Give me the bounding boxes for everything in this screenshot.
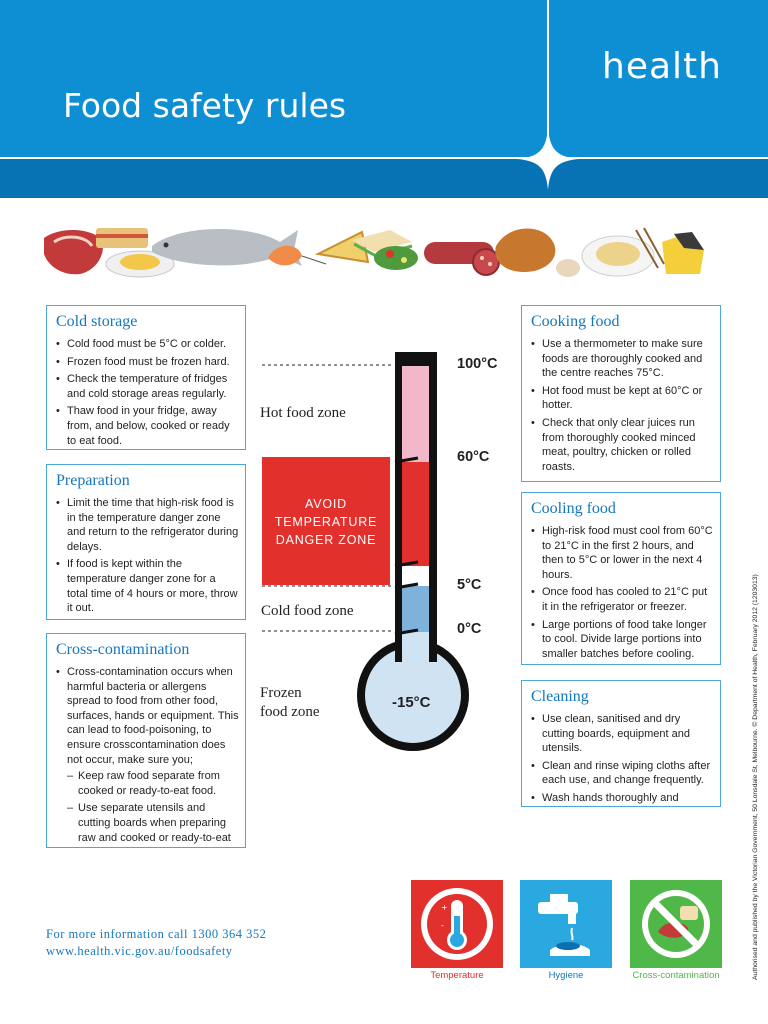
list-item: Frozen food must be frozen hard. [56,355,239,370]
list-item: Use a thermometer to make sure foods are… [531,337,714,381]
cooling-food-list: High-risk food must cool from 60°C to 21… [522,524,720,661]
cross-contamination-tile [630,880,722,968]
temperature-caption: Temperature [430,970,484,981]
hot-food-zone-label: Hot food zone [260,405,346,421]
cleaning-box: Cleaning Use clean, sanitised and dry cu… [521,680,721,807]
cross-contamination-box: Cross-contamination Cross-contamination … [46,633,246,848]
cross-contamination-title: Cross-contamination [56,641,190,658]
list-item: Once food has cooled to 21°C put it in t… [531,585,714,614]
temperature-tile: + - [411,880,503,968]
cold-storage-box: Cold storage Cold food must be 5°C or co… [46,305,246,450]
list-item: High-risk food must cool from 60°C to 21… [531,524,714,582]
cold-storage-title: Cold storage [56,313,138,330]
cross-contamination-list: Cross-contamination occurs when harmful … [47,665,245,845]
cooking-food-list: Use a thermometer to make sure foods are… [522,337,720,474]
cleaning-list: Use clean, sanitised and dry cutting boa… [522,712,720,806]
cleaning-title: Cleaning [531,688,589,705]
header-band [0,158,768,198]
cooking-food-title: Cooking food [531,313,620,330]
danger-zone-label: AVOID TEMPERATURE DANGER ZONE [262,495,390,549]
list-item: Use clean, sanitised and dry cutting boa… [531,712,714,756]
temp-label-minus-15: -15°C [392,694,431,711]
frozen-food-zone-label: Frozen food zone [260,684,320,722]
list-item: Limit the time that high-risk food is in… [56,496,239,554]
list-item: Clean and rinse wiping cloths after each… [531,759,714,788]
hygiene-caption: Hygiene [548,970,584,981]
preparation-title: Preparation [56,472,130,489]
tap-wash-hands-icon [538,894,590,956]
list-item: Cross-contamination occurs when harmful … [56,665,239,845]
frozen-line: Frozen [260,685,302,701]
cross-contamination-caption: Cross-contamination [632,970,720,981]
danger-line: TEMPERATURE [274,515,378,529]
publication-note: Authorised and published by the Victoria… [752,574,759,980]
page-header: health Food safety rules [0,0,768,198]
no-raw-meat-icon [642,890,710,958]
temp-label-100: 100°C [457,356,498,372]
danger-line: AVOID [305,497,347,511]
temp-label-60: 60°C [457,449,490,465]
brand-logo-text: health [602,46,722,87]
preparation-list: Limit the time that high-risk food is in… [47,496,245,616]
food-illustration [44,227,704,278]
list-item-text: Cross-contamination occurs when harmful … [67,666,239,766]
svg-text:+: + [441,903,448,912]
danger-zone-block [262,457,390,585]
list-item: Thaw food in your fridge, away from, and… [56,404,239,448]
list-item: Wash hands thoroughly and regularly. [531,791,714,806]
header-vertical-divider [547,0,549,158]
header-divider [0,157,768,159]
sub-list-item: Use separate utensils and cutting boards… [67,801,239,845]
thermometer-icon: + - [421,888,493,960]
cooling-food-title: Cooling food [531,500,616,517]
website-link[interactable]: www.health.vic.gov.au/foodsafety [46,944,233,958]
list-item: Check that only clear juices run from th… [531,416,714,474]
sparkle-icon [517,128,579,190]
cooling-food-box: Cooling food High-risk food must cool fr… [521,492,721,665]
sub-list-item: Keep raw food separate from cooked or re… [67,769,239,798]
hygiene-tile [520,880,612,968]
temp-label-5: 5°C [457,577,482,593]
cooking-food-box: Cooking food Use a thermometer to make s… [521,305,721,482]
danger-line: DANGER ZONE [275,533,377,547]
preparation-box: Preparation Limit the time that high-ris… [46,464,246,620]
cold-food-zone-label: Cold food zone [261,603,354,619]
frozen-line: food zone [260,704,320,720]
page-title: Food safety rules [63,86,347,125]
list-item: If food is kept within the temperature d… [56,557,239,615]
svg-text:-: - [441,921,444,930]
temp-label-0: 0°C [457,621,482,637]
contact-phone: For more information call 1300 364 352 [46,927,267,941]
cross-contamination-sublist: Keep raw food separate from cooked or re… [67,769,239,845]
list-item: Hot food must be kept at 60°C or hotter. [531,384,714,413]
list-item: Cold food must be 5°C or colder. [56,337,239,352]
list-item: Check the temperature of fridges and col… [56,372,239,401]
list-item: Large portions of food take longer to co… [531,618,714,662]
cold-storage-list: Cold food must be 5°C or colder. Frozen … [47,337,245,448]
